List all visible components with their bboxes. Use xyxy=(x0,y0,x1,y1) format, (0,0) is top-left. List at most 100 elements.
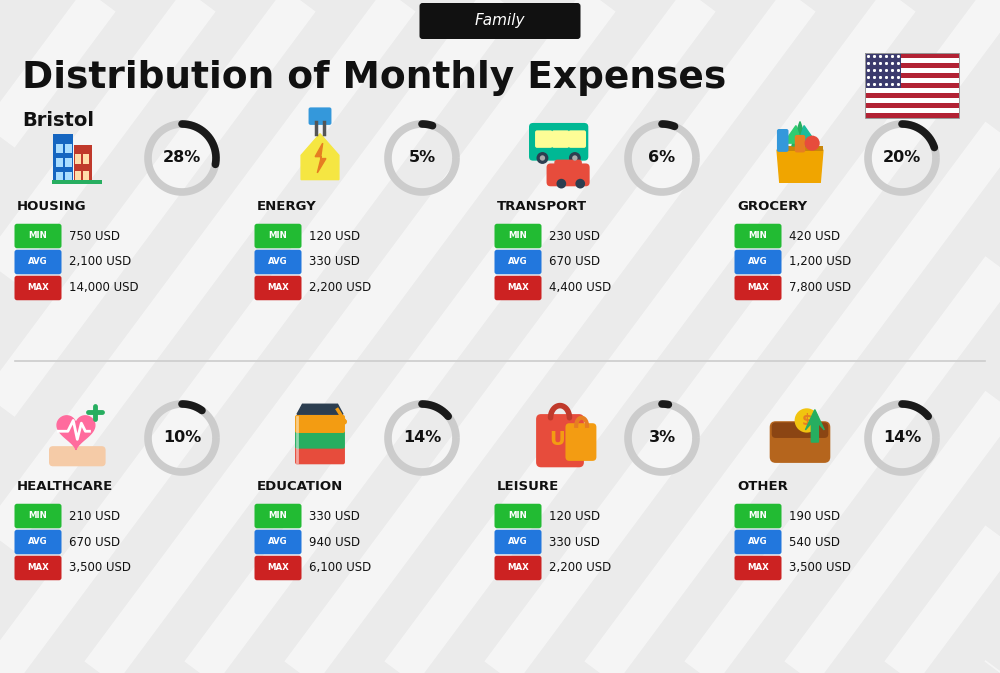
Text: 14%: 14% xyxy=(403,431,441,446)
Text: 1,200 USD: 1,200 USD xyxy=(789,256,851,269)
Polygon shape xyxy=(57,416,95,450)
FancyBboxPatch shape xyxy=(56,157,63,167)
Text: MAX: MAX xyxy=(507,283,529,293)
Text: 330 USD: 330 USD xyxy=(309,509,360,522)
Circle shape xyxy=(795,409,819,433)
FancyBboxPatch shape xyxy=(864,83,959,87)
Text: AVG: AVG xyxy=(268,258,288,267)
FancyBboxPatch shape xyxy=(864,52,959,57)
FancyBboxPatch shape xyxy=(49,446,106,466)
FancyBboxPatch shape xyxy=(494,504,541,528)
FancyBboxPatch shape xyxy=(255,504,302,528)
FancyBboxPatch shape xyxy=(864,63,959,67)
Text: Family: Family xyxy=(475,13,525,28)
Text: MAX: MAX xyxy=(27,283,49,293)
Text: MIN: MIN xyxy=(509,232,527,240)
Polygon shape xyxy=(777,150,823,182)
FancyBboxPatch shape xyxy=(419,3,580,39)
Text: MIN: MIN xyxy=(269,232,287,240)
FancyBboxPatch shape xyxy=(56,172,63,181)
FancyBboxPatch shape xyxy=(529,123,588,161)
FancyBboxPatch shape xyxy=(301,406,339,415)
Text: MIN: MIN xyxy=(29,232,47,240)
FancyBboxPatch shape xyxy=(65,157,72,167)
Text: 420 USD: 420 USD xyxy=(789,229,840,242)
Text: 120 USD: 120 USD xyxy=(549,509,600,522)
Text: 7,800 USD: 7,800 USD xyxy=(789,281,851,295)
Polygon shape xyxy=(301,134,339,180)
Polygon shape xyxy=(792,122,808,146)
Text: 330 USD: 330 USD xyxy=(549,536,600,548)
FancyBboxPatch shape xyxy=(795,135,805,153)
Text: 120 USD: 120 USD xyxy=(309,229,360,242)
Circle shape xyxy=(537,152,548,164)
FancyBboxPatch shape xyxy=(75,171,81,180)
Text: 2,200 USD: 2,200 USD xyxy=(549,561,611,575)
Text: 670 USD: 670 USD xyxy=(69,536,120,548)
Text: AVG: AVG xyxy=(748,538,768,546)
FancyBboxPatch shape xyxy=(295,431,345,449)
Polygon shape xyxy=(297,404,343,415)
FancyBboxPatch shape xyxy=(734,530,782,555)
FancyBboxPatch shape xyxy=(295,415,345,433)
FancyBboxPatch shape xyxy=(864,112,959,118)
FancyBboxPatch shape xyxy=(734,223,782,248)
FancyBboxPatch shape xyxy=(535,131,553,148)
FancyBboxPatch shape xyxy=(255,530,302,555)
Text: MAX: MAX xyxy=(27,563,49,573)
Text: 2,100 USD: 2,100 USD xyxy=(69,256,131,269)
FancyBboxPatch shape xyxy=(864,73,959,77)
Text: MAX: MAX xyxy=(267,283,289,293)
Text: 28%: 28% xyxy=(163,151,201,166)
Text: ENERGY: ENERGY xyxy=(257,199,317,213)
FancyBboxPatch shape xyxy=(83,155,89,164)
Text: 750 USD: 750 USD xyxy=(69,229,120,242)
FancyBboxPatch shape xyxy=(295,446,345,464)
Polygon shape xyxy=(315,143,326,173)
Text: EDUCATION: EDUCATION xyxy=(257,479,343,493)
FancyBboxPatch shape xyxy=(494,223,541,248)
Polygon shape xyxy=(799,126,816,143)
FancyBboxPatch shape xyxy=(864,77,959,83)
Text: 20%: 20% xyxy=(883,151,921,166)
Circle shape xyxy=(540,155,545,161)
FancyBboxPatch shape xyxy=(772,423,828,438)
Text: AVG: AVG xyxy=(508,258,528,267)
Text: 3,500 USD: 3,500 USD xyxy=(69,561,131,575)
FancyBboxPatch shape xyxy=(494,530,541,555)
Text: 190 USD: 190 USD xyxy=(789,509,840,522)
Polygon shape xyxy=(805,410,824,442)
Text: MIN: MIN xyxy=(269,511,287,520)
Text: 3%: 3% xyxy=(648,431,676,446)
Text: MIN: MIN xyxy=(749,232,767,240)
Text: 940 USD: 940 USD xyxy=(309,536,360,548)
FancyBboxPatch shape xyxy=(734,556,782,580)
FancyBboxPatch shape xyxy=(53,134,73,182)
Text: MAX: MAX xyxy=(507,563,529,573)
Text: Bristol: Bristol xyxy=(22,112,94,131)
FancyBboxPatch shape xyxy=(864,87,959,92)
FancyBboxPatch shape xyxy=(14,530,61,555)
Circle shape xyxy=(805,135,820,151)
Text: 5%: 5% xyxy=(408,151,436,166)
FancyBboxPatch shape xyxy=(734,276,782,300)
FancyBboxPatch shape xyxy=(864,98,959,102)
Text: AVG: AVG xyxy=(28,538,48,546)
FancyBboxPatch shape xyxy=(309,108,331,125)
Text: 230 USD: 230 USD xyxy=(549,229,600,242)
FancyBboxPatch shape xyxy=(14,276,61,300)
FancyBboxPatch shape xyxy=(75,155,81,164)
Text: AVG: AVG xyxy=(508,538,528,546)
FancyBboxPatch shape xyxy=(14,250,61,275)
FancyBboxPatch shape xyxy=(864,67,959,73)
Circle shape xyxy=(575,179,585,188)
Text: LEISURE: LEISURE xyxy=(497,479,559,493)
Text: AVG: AVG xyxy=(28,258,48,267)
Text: Distribution of Monthly Expenses: Distribution of Monthly Expenses xyxy=(22,60,726,96)
Text: $: $ xyxy=(801,413,812,428)
Text: U: U xyxy=(549,430,565,449)
Text: 6,100 USD: 6,100 USD xyxy=(309,561,371,575)
FancyBboxPatch shape xyxy=(777,129,788,152)
Text: 540 USD: 540 USD xyxy=(789,536,840,548)
FancyBboxPatch shape xyxy=(734,504,782,528)
